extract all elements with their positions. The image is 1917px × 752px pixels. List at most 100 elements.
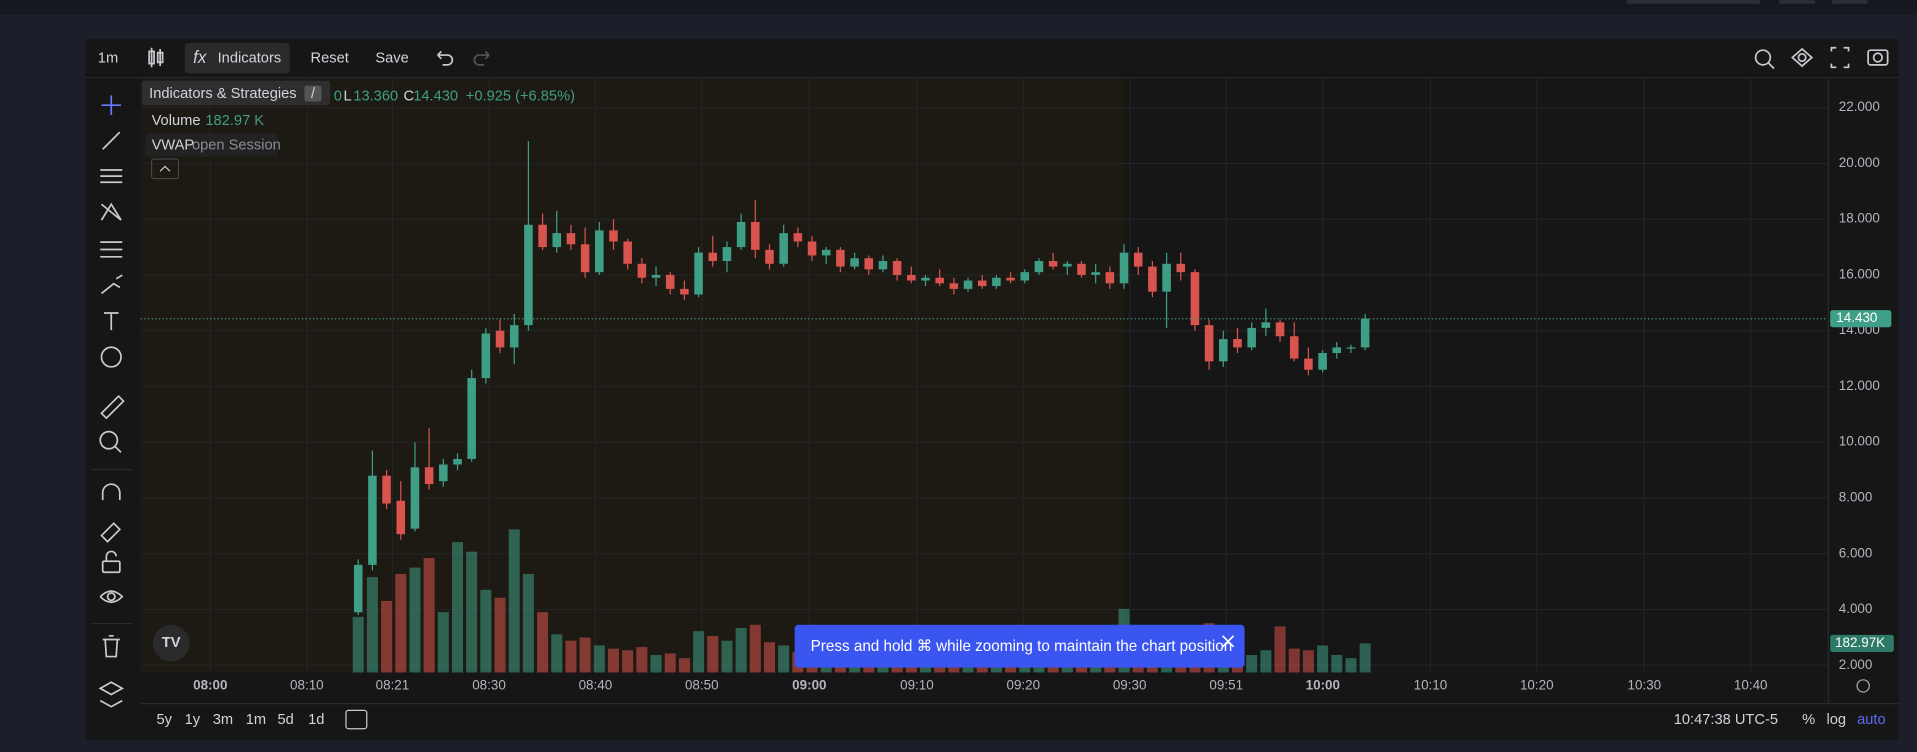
x-tick-label: 08:00 (193, 677, 227, 692)
y-tick-label: 4.000 (1839, 601, 1873, 616)
volume-bar (1345, 658, 1357, 673)
volume-bar (650, 654, 662, 673)
y-tick-label: 20.000 (1839, 155, 1880, 170)
candle-body (1148, 266, 1157, 292)
candle-body (1048, 261, 1058, 267)
candle-body (1091, 272, 1100, 275)
premarket-shade (140, 79, 1125, 673)
x-tick-label: 09:00 (792, 677, 826, 692)
interval[interactable]: 1m (98, 51, 118, 67)
volume-bar (1288, 648, 1300, 673)
candle-body (878, 261, 888, 270)
x-tick-label: 08:50 (685, 677, 719, 692)
candle-body (1318, 353, 1327, 370)
ohlc-item: 13.360 (353, 89, 398, 105)
candle-body (368, 475, 377, 565)
candle-body (509, 325, 519, 348)
candle-body (580, 244, 590, 273)
x-tick-label: 08:30 (472, 677, 506, 692)
x-tick-label: 10:00 (1306, 677, 1340, 692)
top-button[interactable] (1778, 0, 1816, 4)
candle-body (1162, 263, 1171, 292)
auto[interactable]: auto (1857, 712, 1886, 728)
range-button[interactable]: 5y (156, 712, 172, 728)
ohlc-legend: 0 L 13.360 C 14.430 +0.925 (+6.85%) (334, 89, 575, 105)
tooltip (141, 80, 331, 106)
vwap-name: VWAP (152, 137, 195, 153)
volume-bar (437, 612, 449, 673)
chart-type-icon[interactable] (148, 47, 164, 68)
candle-body (977, 280, 987, 287)
candle-body (807, 241, 817, 256)
volume-bar (466, 551, 478, 673)
right-icons[interactable] (1754, 46, 1889, 70)
range-button[interactable]: 1y (185, 712, 201, 728)
indicators-button[interactable] (184, 42, 290, 74)
logo (152, 624, 190, 662)
log[interactable]: log (1827, 712, 1847, 728)
volume-bar (976, 662, 988, 673)
volume-bar (551, 634, 563, 673)
top-button[interactable] (1831, 0, 1869, 4)
candle-body (595, 230, 604, 273)
range-button[interactable]: 1m (246, 712, 266, 728)
y-tick-label: 16.000 (1839, 266, 1880, 281)
collapse-button[interactable] (150, 158, 180, 180)
candle-body (651, 274, 661, 278)
candle-body (1020, 272, 1030, 281)
volume-bar (352, 616, 364, 673)
candle-body (779, 233, 788, 264)
volume-bar (423, 558, 435, 673)
y-tick-label: 10.000 (1839, 434, 1880, 449)
candle-body (992, 277, 1001, 287)
percent[interactable]: % (1802, 712, 1815, 728)
top-button[interactable] (1626, 0, 1761, 4)
x-tick-label: 10:40 (1734, 677, 1768, 692)
reset[interactable]: Reset (311, 51, 349, 67)
x-tick-label: 09:30 (1113, 677, 1147, 692)
range-button[interactable]: 5d (278, 712, 294, 728)
undo[interactable] (437, 50, 454, 66)
candle-body (481, 333, 491, 379)
volume-bar (678, 658, 690, 673)
goto-date[interactable] (345, 709, 368, 730)
candle-body (708, 252, 718, 262)
save[interactable]: Save (375, 51, 408, 67)
candle-body (410, 467, 420, 529)
candle-body (736, 221, 746, 248)
volume-bar (537, 612, 549, 673)
candle-body (1219, 339, 1228, 362)
candle-body (921, 277, 930, 281)
volume-bar (1302, 650, 1314, 673)
candle-body (722, 247, 732, 262)
volume-bar (395, 573, 407, 673)
collapse-icon (159, 165, 171, 172)
redo[interactable] (473, 50, 490, 66)
settings-icon[interactable] (1856, 679, 1870, 693)
candle-body (439, 464, 448, 482)
y-tick-label: 6.000 (1839, 545, 1873, 560)
ohlc-item: +0.925 (+6.85%) (466, 89, 575, 105)
candle-body (864, 258, 874, 270)
candle-body (892, 261, 902, 275)
drawing-tools[interactable] (98, 95, 125, 708)
x-tick-label: 10:20 (1520, 677, 1554, 692)
candle-body (538, 224, 547, 248)
top-bar (0, 0, 1917, 15)
range-button[interactable]: 3m (213, 712, 233, 728)
candle-body (907, 274, 916, 281)
candle-body (1233, 339, 1242, 348)
volume-bar (721, 640, 733, 673)
candle-body (1190, 272, 1200, 326)
candle-body (382, 475, 391, 504)
range-button[interactable]: 1d (308, 712, 324, 728)
indicators[interactable]: Indicators (218, 51, 282, 67)
toast-close[interactable] (1221, 635, 1235, 648)
volume-bar (693, 631, 705, 673)
volume-bar (1061, 662, 1073, 673)
x-tick-label: 08:21 (376, 677, 410, 692)
candle-body (793, 233, 803, 242)
candle-body (1006, 277, 1015, 281)
